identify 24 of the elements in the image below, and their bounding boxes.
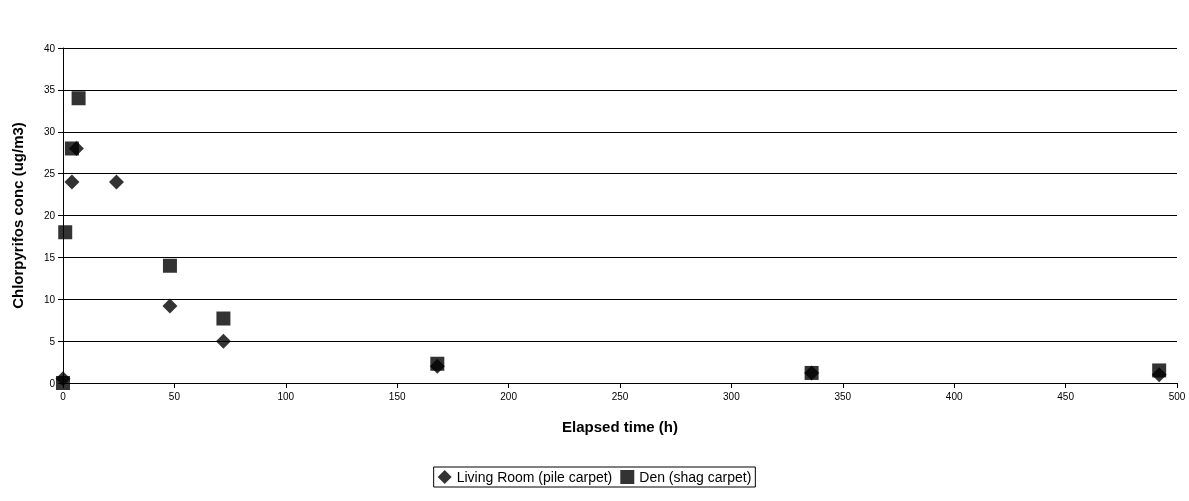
x-tick-label: 250	[611, 390, 629, 402]
x-tick-label: 450	[1057, 390, 1075, 402]
y-tick-label: 10	[43, 293, 56, 305]
y-axis-title: Chlorpyrifos conc (ug/m3)	[9, 122, 26, 309]
x-tick-label: 50	[168, 390, 181, 402]
legend-label: Den (shag carpet)	[639, 469, 752, 485]
y-tick-label: 30	[43, 126, 56, 138]
y-tick-label: 5	[49, 335, 56, 347]
x-tick-label: 400	[945, 390, 963, 402]
y-tick-label: 20	[43, 210, 56, 221]
y-tick-label: 25	[43, 168, 56, 180]
y-tick-label: 0	[49, 377, 56, 389]
y-tick-label: 15	[43, 251, 56, 263]
x-axis-title: Elapsed time (h)	[562, 418, 678, 435]
y-tick-label: 40	[43, 42, 56, 54]
x-tick-label: 300	[723, 390, 741, 402]
legend-label: Living Room (pile carpet)	[456, 469, 613, 485]
x-tick-label: 200	[500, 390, 518, 402]
x-tick-label: 500	[1168, 390, 1186, 402]
x-tick-label: 150	[388, 390, 406, 402]
x-tick-label: 100	[277, 390, 295, 402]
x-tick-label: 350	[834, 390, 852, 402]
x-tick-label: 0	[60, 390, 67, 402]
y-tick-label: 35	[43, 84, 56, 96]
